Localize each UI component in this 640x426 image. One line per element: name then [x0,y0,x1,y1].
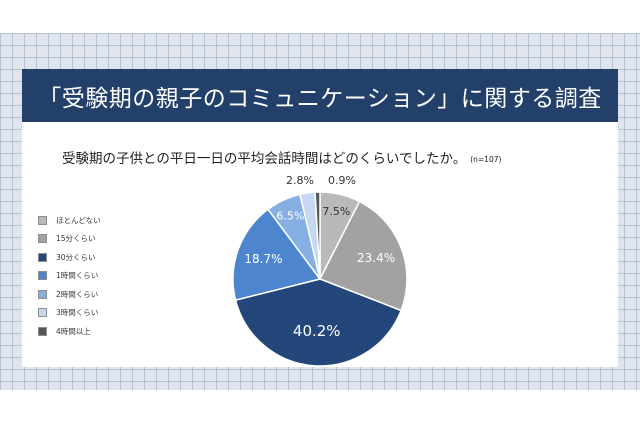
legend-swatch [38,234,47,244]
legend-label: 1時間くらい [56,271,99,281]
pie-slice [318,200,408,312]
chart-legend: ほとんどない 15分くらい 30分くらい 1時間くらい 2時間くらい 3時間くらい 4時間以… [38,211,158,341]
pie-data-label: 7.5% [322,205,350,218]
survey-title-banner: 「受験期の親子のコミュニケーション」に関する調査 [22,69,618,122]
legend-swatch [38,215,47,225]
pie-data-label: 6.5% [276,209,304,222]
legend-swatch [38,289,47,299]
legend-label: 3時間くらい [56,308,99,318]
sample-size-note: (n=107) [470,155,502,164]
legend-item: 1時間くらい [38,267,158,286]
legend-item: 4時間以上 [38,322,158,341]
pie-data-label: 0.9% [328,174,356,187]
pie-slice [314,191,321,280]
legend-swatch [38,252,47,262]
legend-item: 3時間くらい [38,304,158,323]
question-text: 受験期の子供との平日一日の平均会話時間はどのくらいでしたか。 [62,151,467,167]
pie-data-label: 18.7% [244,252,282,266]
legend-item: 30分くらい [38,248,158,267]
pie-data-label: 2.8% [286,174,314,187]
legend-item: ほとんどない [38,211,158,230]
legend-label: ほとんどない [56,215,101,225]
legend-label: 15分くらい [56,234,96,244]
legend-swatch [38,271,47,281]
pie-slice [232,208,322,302]
chart-question: 受験期の子供との平日一日の平均会話時間はどのくらいでしたか。 (n=107) [62,147,602,167]
survey-title: 「受験期の親子のコミュニケーション」に関する調査 [38,85,602,112]
legend-swatch [38,326,47,336]
pie-data-label: 23.4% [357,251,395,265]
legend-item: 2時間くらい [38,285,158,304]
pie-data-label: 40.2% [293,322,341,340]
legend-label: 2時間くらい [56,289,99,299]
legend-item: 15分くらい [38,230,158,249]
legend-label: 4時間以上 [56,326,91,336]
legend-swatch [38,308,47,318]
legend-label: 30分くらい [56,252,96,262]
pie-slice [234,278,403,367]
